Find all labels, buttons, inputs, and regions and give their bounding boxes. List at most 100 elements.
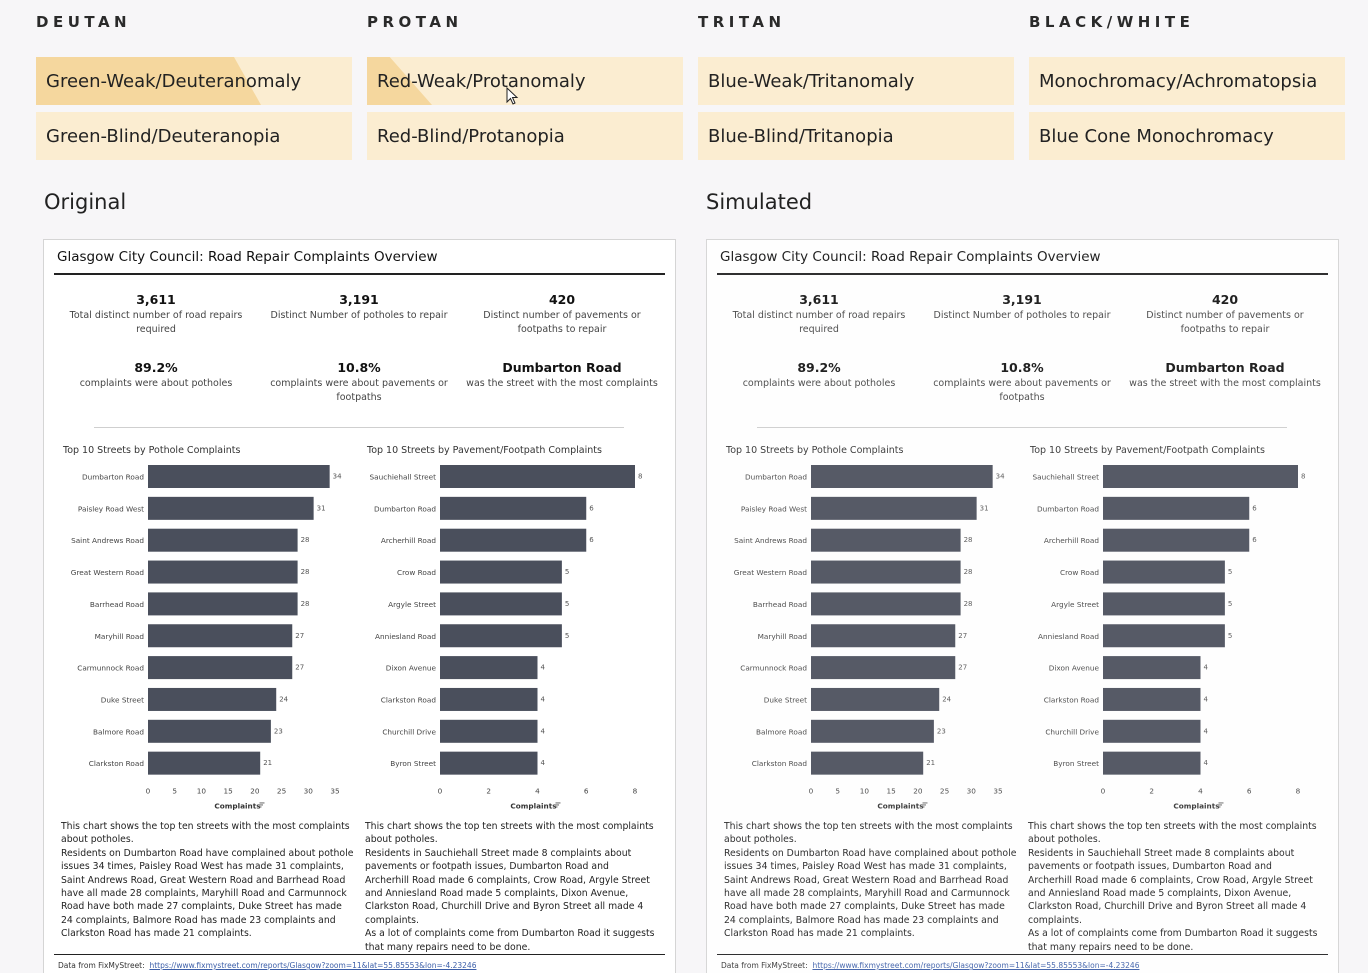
- tick-label: 6: [1247, 787, 1252, 796]
- category-label: Dixon Avenue: [386, 664, 437, 673]
- category-label: Paisley Road West: [78, 504, 144, 513]
- data-label: 27: [295, 632, 304, 640]
- pothole-chart-title: Top 10 Streets by Pothole Complaints: [63, 445, 241, 456]
- original-title: Original: [44, 190, 127, 214]
- data-label: 5: [565, 632, 569, 640]
- data-label: 4: [541, 727, 546, 735]
- kpi-value: 420: [1211, 292, 1239, 307]
- bar: [1103, 751, 1201, 775]
- red-weak-button[interactable]: Red-Weak/Protanomaly: [367, 57, 683, 105]
- bar: [440, 719, 538, 743]
- bar: [440, 496, 587, 520]
- category-label: Archerhill Road: [381, 536, 436, 545]
- bar: [440, 751, 538, 775]
- kpi-value: 3,611: [136, 292, 176, 307]
- green-blind-button[interactable]: Green-Blind/Deuteranopia: [36, 112, 352, 160]
- green-weak-button[interactable]: Green-Weak/Deuteranomaly: [36, 57, 352, 105]
- category-label: Anniesland Road: [1038, 632, 1099, 641]
- kpi-value: Dumbarton Road: [1165, 360, 1285, 375]
- category-label: Balmore Road: [93, 727, 144, 736]
- kpi-top-street: Dumbarton Road was the street with the m…: [462, 360, 662, 391]
- footer: Data from FixMyStreet: https://www.fixmy…: [58, 961, 476, 970]
- title-divider: [54, 273, 665, 275]
- tick-label: 20: [913, 787, 923, 796]
- blue-blind-button[interactable]: Blue-Blind/Tritanopia: [698, 112, 1014, 160]
- kpi-value: 10.8%: [337, 360, 381, 375]
- data-label: 34: [333, 473, 342, 481]
- category-label: Barrhead Road: [90, 600, 144, 609]
- red-weak-label: Red-Weak/Protanomaly: [377, 70, 586, 92]
- red-blind-button[interactable]: Red-Blind/Protanopia: [367, 112, 683, 160]
- data-label: 31: [317, 504, 326, 512]
- tick-label: 4: [1198, 787, 1203, 796]
- data-label: 28: [301, 536, 310, 544]
- fixmystreet-link[interactable]: https://www.fixmystreet.com/reports/Glas…: [812, 961, 1140, 970]
- tick-label: 0: [1101, 787, 1106, 796]
- tick-label: 10: [197, 787, 207, 796]
- category-label: Clarkston Road: [752, 759, 807, 768]
- category-label: Paisley Road West: [741, 504, 807, 513]
- bar: [148, 496, 314, 520]
- category-label: Clarkston Road: [1044, 695, 1099, 704]
- blue-weak-label: Blue-Weak/Tritanomaly: [708, 70, 915, 92]
- kpi-divider: [94, 427, 624, 428]
- bar: [148, 560, 298, 584]
- kpi-label: was the street with the most complaints: [1129, 378, 1321, 389]
- category-label: Sauchiehall Street: [1032, 473, 1099, 482]
- bar: [811, 624, 956, 648]
- footer-divider: [717, 954, 1328, 955]
- data-label: 24: [279, 695, 288, 703]
- monochromacy-button[interactable]: Monochromacy/Achromatopsia: [1029, 57, 1345, 105]
- axis-label: Complaints: [1173, 802, 1219, 811]
- data-label: 27: [958, 632, 967, 640]
- bar: [148, 751, 261, 775]
- fixmystreet-link[interactable]: https://www.fixmystreet.com/reports/Glas…: [149, 961, 477, 970]
- tick-label: 8: [1296, 787, 1301, 796]
- tick-label: 4: [535, 787, 540, 796]
- kpi-top-street: Dumbarton Road was the street with the m…: [1125, 360, 1325, 391]
- pavement-chart-title: Top 10 Streets by Pavement/Footpath Comp…: [367, 445, 602, 456]
- kpi-value: 3,191: [1002, 292, 1042, 307]
- data-label: 31: [980, 504, 989, 512]
- bar: [811, 560, 961, 584]
- category-label: Dumbarton Road: [1037, 504, 1099, 513]
- tick-label: 8: [633, 787, 638, 796]
- data-label: 28: [964, 536, 973, 544]
- category-label: Duke Street: [101, 695, 144, 704]
- bar: [811, 719, 934, 743]
- green-weak-label: Green-Weak/Deuteranomaly: [46, 70, 302, 92]
- data-label: 27: [295, 664, 304, 672]
- bar: [148, 528, 298, 552]
- bar: [440, 560, 562, 584]
- tick-label: 30: [967, 787, 977, 796]
- kpi-label: Total distinct number of road repairs re…: [732, 310, 906, 335]
- category-label: Churchill Drive: [1045, 727, 1099, 736]
- axis-label: Complaints: [877, 802, 923, 811]
- pavement-chart-title: Top 10 Streets by Pavement/Footpath Comp…: [1030, 445, 1265, 456]
- dashboard-title: Glasgow City Council: Road Repair Compla…: [720, 249, 1101, 265]
- tick-label: 25: [940, 787, 949, 796]
- red-blind-label: Red-Blind/Protanopia: [377, 125, 565, 147]
- tick-label: 15: [886, 787, 895, 796]
- bar: [440, 528, 587, 552]
- data-label: 28: [964, 568, 973, 576]
- kpi-potholes: 3,191 Distinct Number of potholes to rep…: [922, 292, 1122, 323]
- kpi-value: 3,611: [799, 292, 839, 307]
- blue-weak-button[interactable]: Blue-Weak/Tritanomaly: [698, 57, 1014, 105]
- kpi-value: 420: [548, 292, 576, 307]
- category-label: Crow Road: [1060, 568, 1099, 577]
- bar: [1103, 592, 1225, 616]
- blue-cone-button[interactable]: Blue Cone Monochromacy: [1029, 112, 1345, 160]
- category-label: Argyle Street: [1051, 600, 1099, 609]
- kpi-pavements: 420 Distinct number of pavements or foot…: [1125, 292, 1325, 337]
- tick-label: 35: [993, 787, 1002, 796]
- data-label: 5: [1228, 568, 1232, 576]
- tick-label: 20: [250, 787, 260, 796]
- tick-label: 5: [835, 787, 840, 796]
- data-label: 5: [1228, 632, 1232, 640]
- sort-icon: [555, 802, 561, 808]
- tick-label: 2: [486, 787, 491, 796]
- kpi-label: was the street with the most complaints: [466, 378, 658, 389]
- tritan-heading: TRITAN: [698, 13, 786, 31]
- category-label: Byron Street: [390, 759, 436, 768]
